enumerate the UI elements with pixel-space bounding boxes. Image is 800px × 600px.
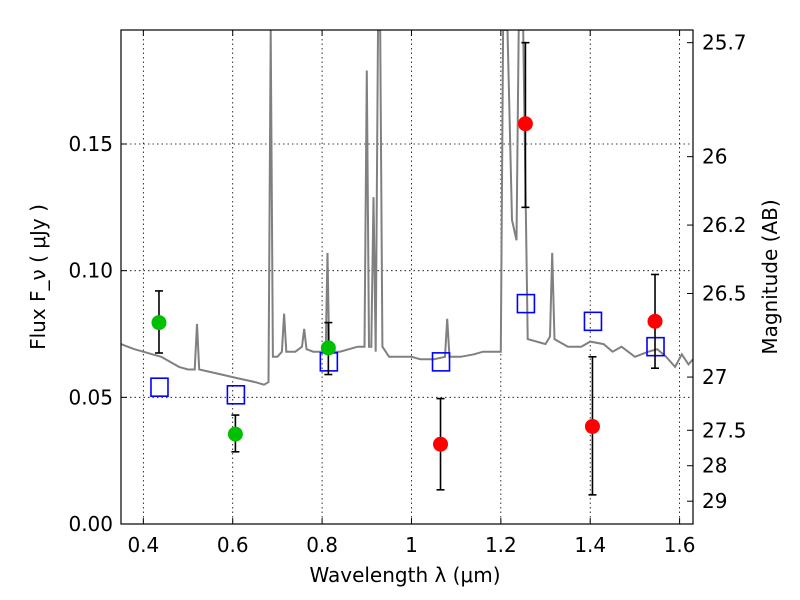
y-axis-label: Flux F_ν ( μJy ) <box>26 204 50 350</box>
y2-axis-label: Magnitude (AB) <box>758 199 782 354</box>
photometry-point <box>517 116 533 132</box>
plot-frame <box>120 29 694 525</box>
y2-tick-label: 27.5 <box>702 418 747 442</box>
x-tick-label: 1 <box>405 533 418 557</box>
model-square-marker <box>150 377 169 398</box>
y2-tick-label: 26 <box>702 145 727 169</box>
ticks-layer: 0.4 0.6 0.8 1 1.2 1.4 1.6 0.00 0.05 0.10 0.15 25.7 2… <box>68 30 747 557</box>
y2-tick-label: 26.5 <box>702 281 747 305</box>
model-square-marker <box>431 352 451 372</box>
y2-tick-label: 27 <box>702 365 727 389</box>
y2-tick-label: 28 <box>702 454 727 478</box>
x-tick-label: 1.4 <box>574 533 606 557</box>
y-tick-label: 0.00 <box>68 512 113 536</box>
marks-layer <box>150 41 665 496</box>
photometry-point <box>584 418 600 434</box>
y2-tick-label: 26.2 <box>702 213 747 237</box>
x-tick-label: 0.6 <box>217 533 249 557</box>
x-tick-label: 0.8 <box>306 533 338 557</box>
photometry-point <box>320 340 336 356</box>
grid <box>121 30 693 525</box>
y-tick-label: 0.05 <box>68 385 113 409</box>
photometry-point <box>433 436 449 452</box>
photometry-point <box>151 315 167 331</box>
spectrum-line <box>121 30 693 386</box>
photometry-point <box>647 313 663 329</box>
x-tick-label: 1.2 <box>485 533 517 557</box>
model-square-marker <box>226 384 246 405</box>
x-tick-label: 1.6 <box>664 533 696 557</box>
spectrum-layer <box>121 30 693 386</box>
y2-tick-label: 25.7 <box>702 31 747 55</box>
y-tick-label: 0.15 <box>68 132 113 156</box>
model-square-marker <box>583 311 603 332</box>
y2-tick-label: 29 <box>702 489 727 513</box>
x-tick-label: 0.4 <box>127 533 159 557</box>
photometry-point <box>227 426 243 442</box>
y-tick-label: 0.10 <box>68 259 113 283</box>
x-axis-label: Wavelength λ (μm) <box>309 563 500 587</box>
model-square-marker <box>516 293 536 314</box>
